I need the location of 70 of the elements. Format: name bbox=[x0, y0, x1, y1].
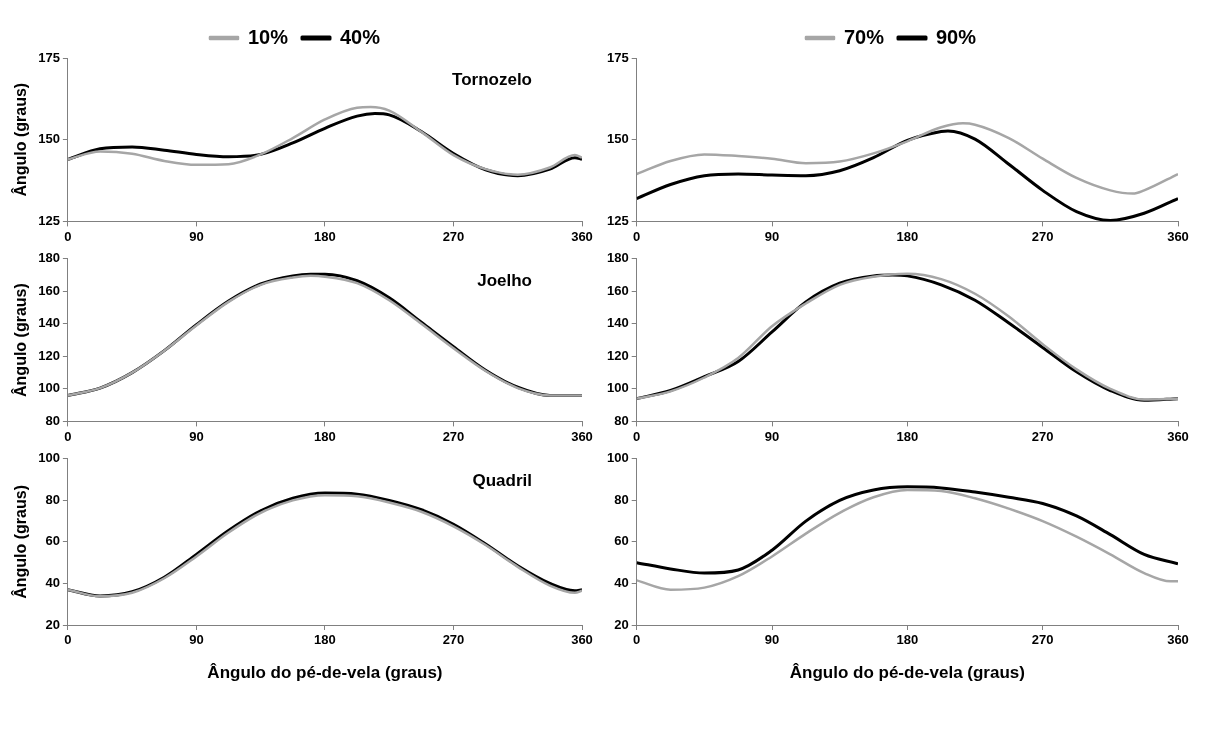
x-tick-label: 0 bbox=[633, 228, 641, 244]
annotation: Tornozelo bbox=[452, 70, 532, 90]
y-axis-title: Ângulo (graus) bbox=[11, 485, 30, 599]
legend-label: 90% bbox=[936, 25, 977, 48]
y-tick-label: 100 bbox=[606, 380, 629, 396]
y-axis-title: Ângulo (graus) bbox=[11, 82, 30, 197]
y-tick-label: 100 bbox=[606, 450, 629, 466]
y-tick-label: 140 bbox=[606, 315, 629, 331]
annotation: Quadril bbox=[472, 470, 532, 490]
y-tick-label: 150 bbox=[606, 131, 629, 147]
x-tick-label: 360 bbox=[571, 428, 593, 444]
x-tick-label: 0 bbox=[64, 228, 72, 244]
x-tick-label: 180 bbox=[314, 632, 336, 648]
x-tick-label: 90 bbox=[764, 632, 780, 648]
y-tick-label: 160 bbox=[606, 282, 629, 298]
x-tick-label: 180 bbox=[896, 428, 919, 444]
y-tick-label: 80 bbox=[614, 412, 629, 428]
x-tick-label: 270 bbox=[442, 428, 465, 444]
x-tick-label: 0 bbox=[633, 632, 641, 648]
y-tick-label: 80 bbox=[45, 412, 60, 428]
y-tick-label: 100 bbox=[38, 450, 60, 466]
x-tick-label: 360 bbox=[571, 632, 593, 648]
legend-label: 40% bbox=[340, 25, 381, 48]
x-tick-label: 360 bbox=[1167, 228, 1189, 244]
x-tick-label: 360 bbox=[1167, 428, 1189, 444]
x-tick-label: 90 bbox=[189, 428, 204, 444]
y-tick-label: 150 bbox=[38, 131, 60, 147]
y-tick-label: 180 bbox=[38, 250, 60, 266]
x-tick-label: 0 bbox=[64, 632, 72, 648]
x-tick-label: 270 bbox=[442, 632, 465, 648]
y-tick-label: 100 bbox=[38, 380, 60, 396]
x-tick-label: 270 bbox=[1031, 228, 1054, 244]
legend-label: 70% bbox=[843, 25, 885, 48]
y-tick-label: 125 bbox=[606, 212, 629, 228]
x-tick-label: 180 bbox=[896, 632, 919, 648]
y-tick-label: 125 bbox=[38, 212, 60, 228]
annotation: Joelho bbox=[477, 270, 532, 290]
y-tick-label: 175 bbox=[38, 49, 60, 65]
y-tick-label: 80 bbox=[614, 491, 629, 507]
y-tick-label: 60 bbox=[614, 533, 629, 549]
x-tick-label: 270 bbox=[1031, 632, 1054, 648]
x-tick-label: 90 bbox=[189, 228, 204, 244]
x-tick-label: 180 bbox=[896, 228, 919, 244]
y-tick-label: 60 bbox=[45, 533, 60, 549]
y-tick-label: 40 bbox=[45, 575, 60, 591]
legend-label: 10% bbox=[247, 25, 289, 48]
x-tick-label: 90 bbox=[764, 428, 780, 444]
y-tick-label: 20 bbox=[45, 616, 60, 632]
y-tick-label: 180 bbox=[606, 250, 629, 266]
y-tick-label: 40 bbox=[614, 575, 629, 591]
x-axis-title: Ângulo do pé-de-vela (graus) bbox=[789, 663, 1025, 683]
y-tick-label: 80 bbox=[45, 491, 60, 507]
x-tick-label: 360 bbox=[1167, 632, 1189, 648]
x-tick-label: 180 bbox=[314, 228, 336, 244]
x-tick-label: 360 bbox=[571, 228, 593, 244]
x-tick-label: 0 bbox=[633, 428, 641, 444]
x-axis-title: Ângulo do pé-de-vela (graus) bbox=[207, 663, 443, 683]
x-tick-label: 270 bbox=[1031, 428, 1054, 444]
y-tick-label: 120 bbox=[38, 347, 60, 363]
y-tick-label: 160 bbox=[38, 282, 60, 298]
y-tick-label: 20 bbox=[614, 616, 629, 632]
y-axis-title: Ângulo (graus) bbox=[11, 283, 30, 397]
y-tick-label: 120 bbox=[606, 347, 629, 363]
x-tick-label: 90 bbox=[764, 228, 780, 244]
x-tick-label: 0 bbox=[64, 428, 72, 444]
x-tick-label: 90 bbox=[189, 632, 204, 648]
y-tick-label: 175 bbox=[606, 49, 629, 65]
x-tick-label: 270 bbox=[442, 228, 465, 244]
y-tick-label: 140 bbox=[38, 315, 60, 331]
x-tick-label: 180 bbox=[314, 428, 336, 444]
